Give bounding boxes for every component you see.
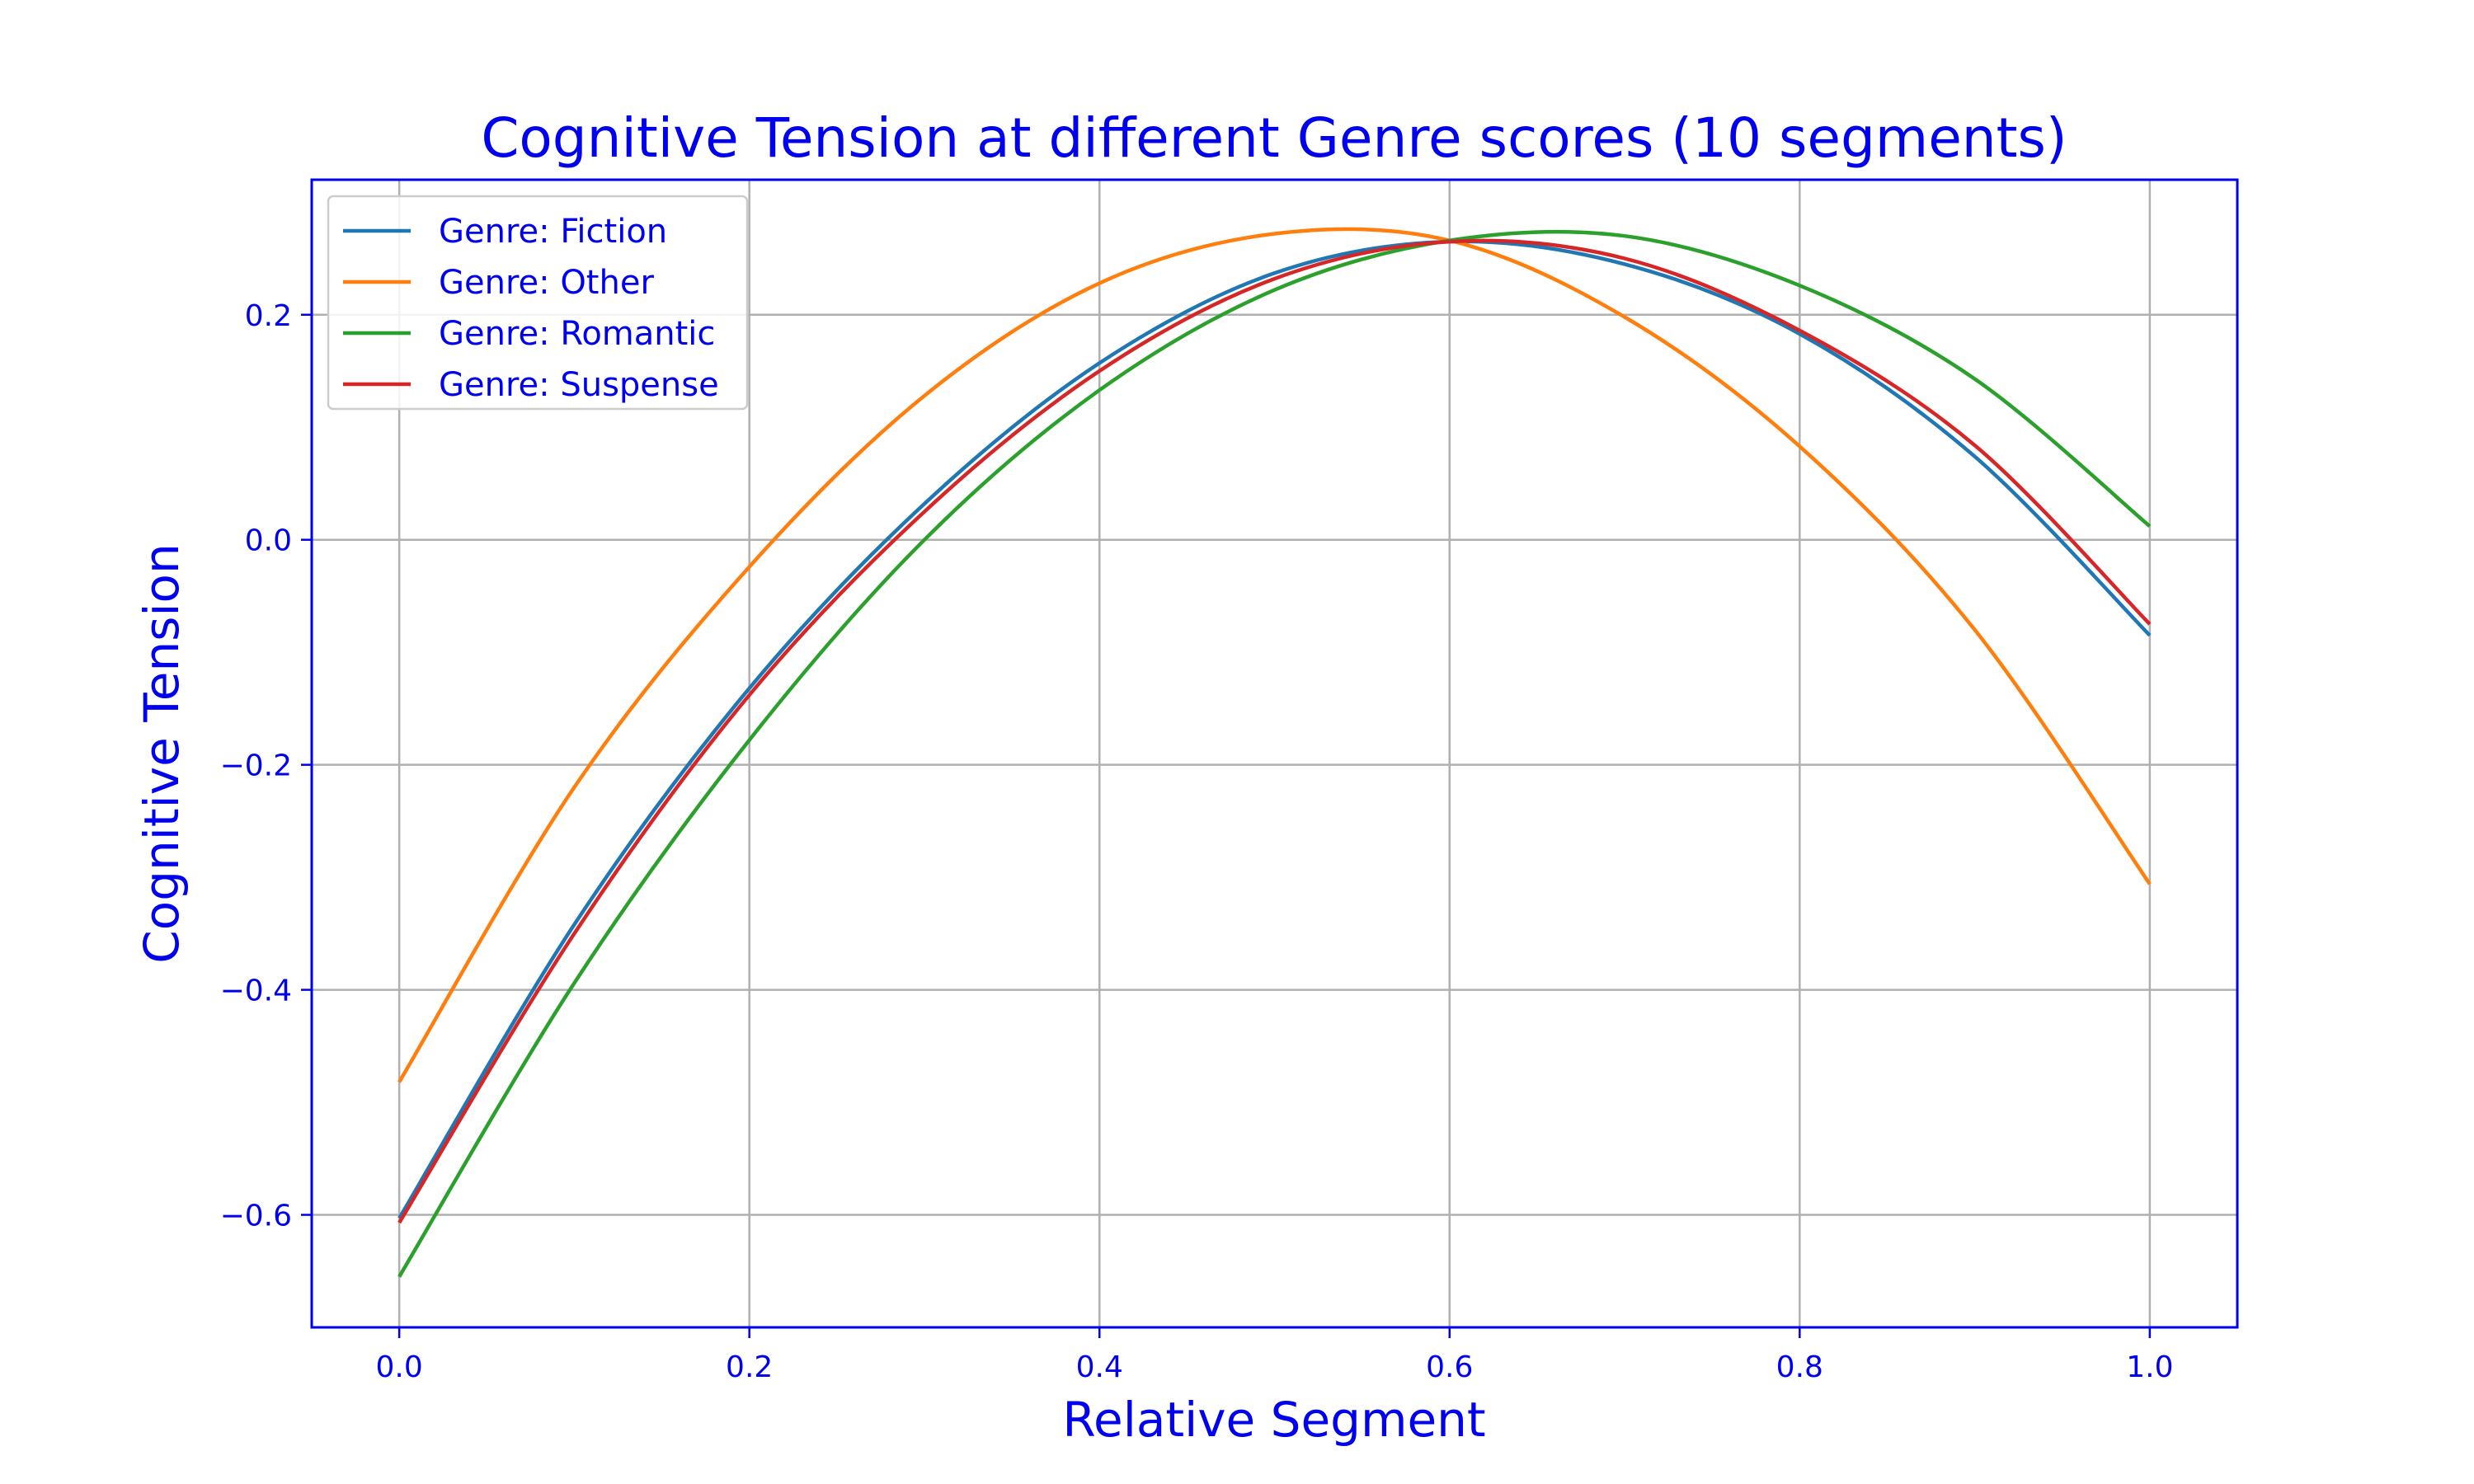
y-tick-label: 0.0 (245, 524, 292, 558)
series-line-genre-fiction (397, 239, 2152, 1219)
legend: Genre: Fiction Genre: Other Genre: Romanti… (327, 195, 749, 411)
y-tick-label: 0.2 (245, 299, 292, 333)
x-axis-label: Relative Segment (1062, 1392, 1485, 1448)
x-tick-label: 1.0 (2126, 1350, 2173, 1384)
plot-lines (397, 227, 2152, 1278)
y-tick-label: −0.6 (220, 1200, 292, 1233)
legend-label-genre-fiction: Genre: Fiction (439, 213, 667, 251)
chart-title: Cognitive Tension at different Genre sco… (481, 106, 2067, 170)
series-line-genre-other (397, 227, 2152, 1083)
y-tick-label: −0.4 (220, 974, 292, 1008)
legend-box (327, 195, 749, 411)
legend-label-genre-romantic: Genre: Romantic (439, 315, 715, 353)
x-tick-label: 0.6 (1426, 1350, 1473, 1384)
y-axis-label: Cognitive Tension (134, 543, 190, 964)
series-line-genre-romantic (397, 229, 2152, 1278)
x-tick-label: 0.2 (726, 1350, 773, 1384)
x-tick-label: 0.8 (1776, 1350, 1823, 1384)
legend-label-genre-other: Genre: Other (439, 264, 654, 302)
plot-frame (310, 178, 2239, 1329)
series-line-genre-suspense (397, 238, 2152, 1224)
x-axis: 0.0 0.2 0.4 0.6 0.8 1.0 (376, 1327, 2173, 1384)
x-tick-label: 0.4 (1076, 1350, 1123, 1384)
x-tick-label: 0.0 (376, 1350, 423, 1384)
y-tick-label: −0.2 (220, 749, 292, 783)
y-axis: −0.6 −0.4 −0.2 0.0 0.2 (220, 299, 312, 1233)
legend-label-genre-suspense: Genre: Suspense (439, 366, 719, 404)
